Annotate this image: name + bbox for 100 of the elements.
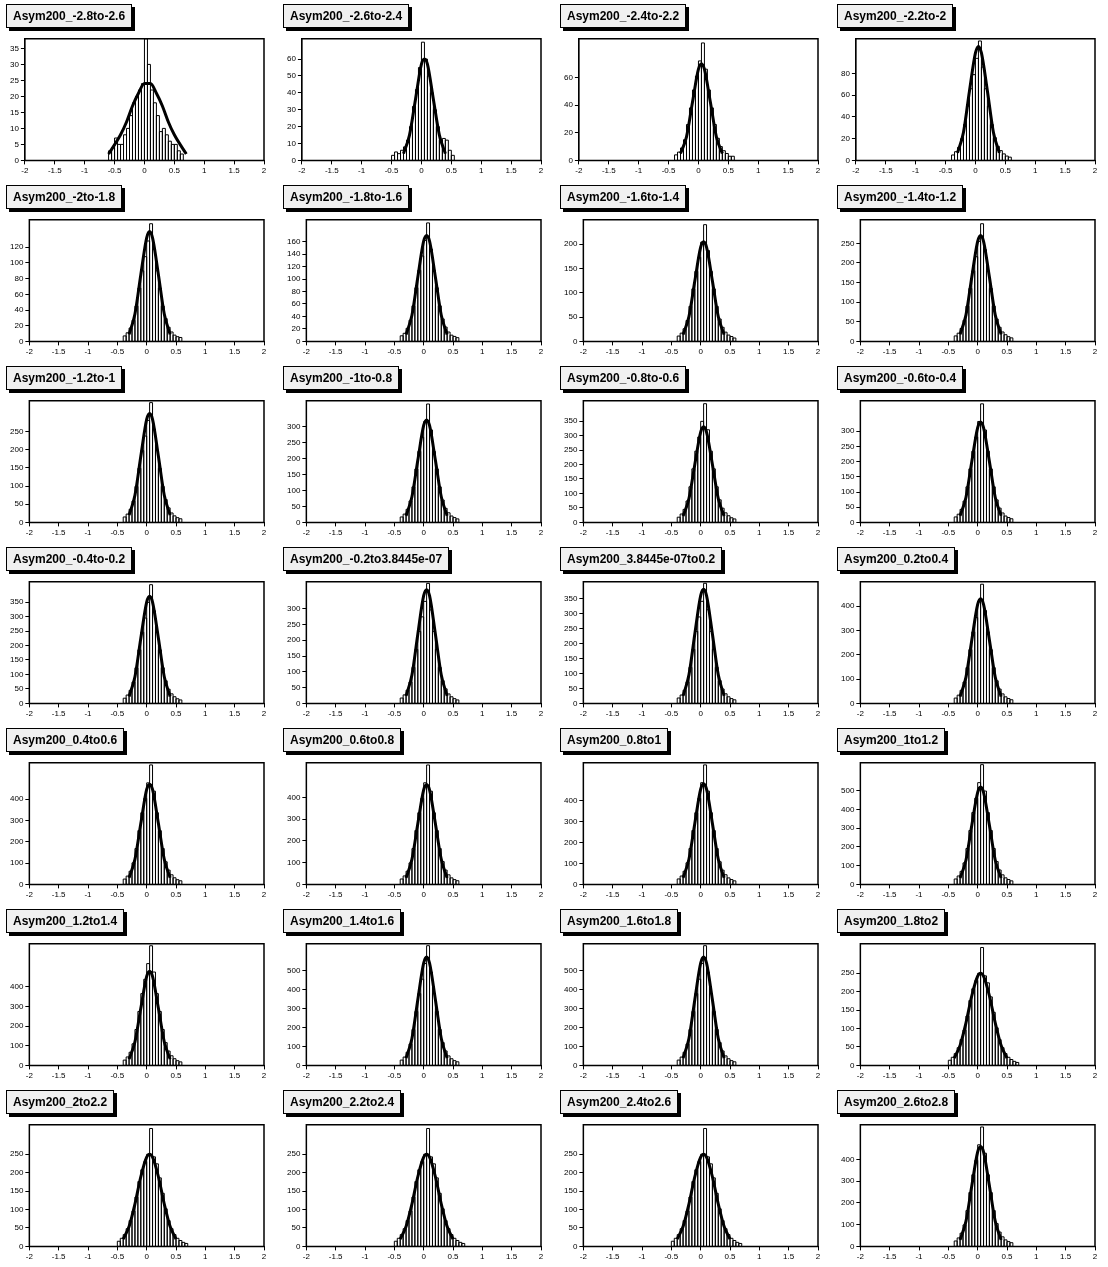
x-tick-label: 1.5 (783, 1071, 795, 1081)
x-tick-label: -2 (856, 347, 865, 357)
x-tick-label: 1 (202, 166, 207, 176)
x-tick-label: -2 (302, 709, 311, 719)
x-tick-label: 0.5 (168, 166, 181, 176)
x-tick-label: 1 (203, 709, 209, 719)
x-tick-label: -1 (915, 528, 924, 538)
x-tick-label: -2 (302, 1252, 311, 1262)
x-tick-label: 0.5 (724, 709, 737, 719)
x-tick-label: 2 (815, 347, 821, 357)
x-tick-label: 1.5 (229, 709, 241, 719)
y-tick-label: 140 (286, 249, 301, 259)
y-tick-label: 350 (563, 593, 578, 603)
y-tick-label: 150 (286, 1186, 301, 1196)
x-tick-label: 0 (421, 528, 427, 538)
y-tick-label: 200 (840, 986, 855, 996)
x-tick-label: 1.5 (506, 347, 518, 357)
y-tick-label: 100 (9, 258, 24, 268)
y-tick-label: 0 (845, 155, 851, 165)
y-tick-label: 160 (286, 236, 301, 246)
x-tick-label: 2 (261, 347, 267, 357)
x-tick-label: 2 (1092, 1071, 1098, 1081)
x-tick-label: 1.5 (505, 166, 518, 176)
y-tick-label: 150 (9, 463, 24, 473)
y-tick-label: 20 (840, 133, 851, 143)
x-tick-label: -2 (302, 890, 311, 900)
x-tick-label: 1.5 (782, 166, 795, 176)
y-tick-label: 0 (849, 1241, 855, 1251)
x-tick-label: -1.5 (878, 166, 894, 176)
x-tick-label: 0.5 (1001, 890, 1014, 900)
y-tick-label: 200 (286, 635, 301, 645)
y-tick-label: 500 (840, 786, 855, 796)
x-tick-label: -1 (361, 709, 370, 719)
y-tick-label: 150 (286, 651, 301, 661)
x-tick-label: -1.5 (328, 709, 344, 719)
x-tick-label: -1.5 (605, 709, 621, 719)
x-tick-label: -1 (638, 709, 647, 719)
x-tick-label: 1.5 (506, 1071, 518, 1081)
x-tick-label: 2 (1092, 528, 1098, 538)
y-tick-label: 100 (563, 488, 578, 498)
y-tick-label: 300 (563, 608, 578, 618)
y-tick-label: 60 (14, 289, 24, 299)
y-tick-label: 0 (572, 879, 578, 889)
x-tick-label: 2 (261, 528, 267, 538)
x-tick-label: -0.5 (941, 709, 956, 719)
x-tick-label: -1 (84, 528, 93, 538)
x-tick-label: 0 (421, 1252, 427, 1262)
y-tick-label: 400 (9, 794, 24, 804)
x-tick-label: 0 (975, 347, 981, 357)
x-tick-label: -1 (84, 890, 93, 900)
y-tick-label: 150 (563, 263, 578, 273)
x-tick-label: -1 (638, 528, 647, 538)
x-tick-label: -0.5 (941, 528, 956, 538)
x-tick-label: 0 (144, 890, 150, 900)
y-tick-label: 250 (9, 626, 24, 636)
x-tick-label: 2 (1092, 347, 1098, 357)
x-tick-label: -0.5 (387, 890, 402, 900)
y-tick-label: 400 (563, 795, 578, 805)
x-tick-label: -0.5 (110, 709, 125, 719)
x-tick-label: -0.5 (107, 166, 122, 176)
x-tick-label: 0.5 (724, 1071, 737, 1081)
y-tick-label: 200 (840, 649, 855, 659)
y-tick-label: 200 (286, 1022, 301, 1032)
chart-title: Asym200_-1.8to-1.6 (283, 185, 410, 209)
x-tick-label: -2 (302, 1071, 311, 1081)
x-tick-label: 2 (261, 1071, 267, 1081)
x-tick-label: 1.5 (783, 1252, 795, 1262)
x-tick-label: 0.5 (724, 347, 737, 357)
y-tick-label: 100 (563, 858, 578, 868)
x-tick-label: 0 (698, 890, 704, 900)
x-tick-label: -0.5 (110, 1252, 125, 1262)
x-tick-label: 2 (1092, 890, 1098, 900)
x-tick-label: 0.5 (447, 709, 460, 719)
y-tick-label: 0 (849, 698, 855, 708)
y-tick-label: 100 (286, 1204, 301, 1214)
y-tick-label: 40 (286, 88, 297, 98)
y-tick-label: 100 (286, 274, 301, 284)
y-tick-label: 0 (572, 336, 578, 346)
x-tick-label: -2 (25, 1252, 34, 1262)
y-tick-label: 50 (845, 316, 855, 326)
y-tick-label: 100 (9, 1040, 24, 1050)
y-tick-label: 60 (291, 299, 301, 309)
x-tick-label: 2 (815, 709, 821, 719)
x-tick-label: 0.5 (170, 347, 183, 357)
x-tick-label: 1 (480, 528, 486, 538)
x-tick-label: 0 (421, 709, 427, 719)
chart-title: Asym200_-2.6to-2.4 (283, 4, 410, 28)
x-tick-label: 2 (538, 1071, 544, 1081)
y-tick-label: 300 (9, 1001, 24, 1011)
y-tick-label: 250 (563, 445, 578, 455)
y-tick-label: 300 (840, 625, 855, 635)
x-tick-label: 0 (975, 1071, 981, 1081)
y-tick-label: 0 (572, 517, 578, 527)
x-tick-label: 1 (1034, 1252, 1040, 1262)
x-tick-label: -1 (84, 347, 93, 357)
y-tick-label: 400 (840, 804, 855, 814)
y-tick-label: 50 (568, 503, 578, 513)
chart-title: Asym200_0.8to1 (560, 728, 669, 752)
y-tick-label: 0 (291, 155, 297, 165)
x-tick-label: 2 (815, 1252, 821, 1262)
